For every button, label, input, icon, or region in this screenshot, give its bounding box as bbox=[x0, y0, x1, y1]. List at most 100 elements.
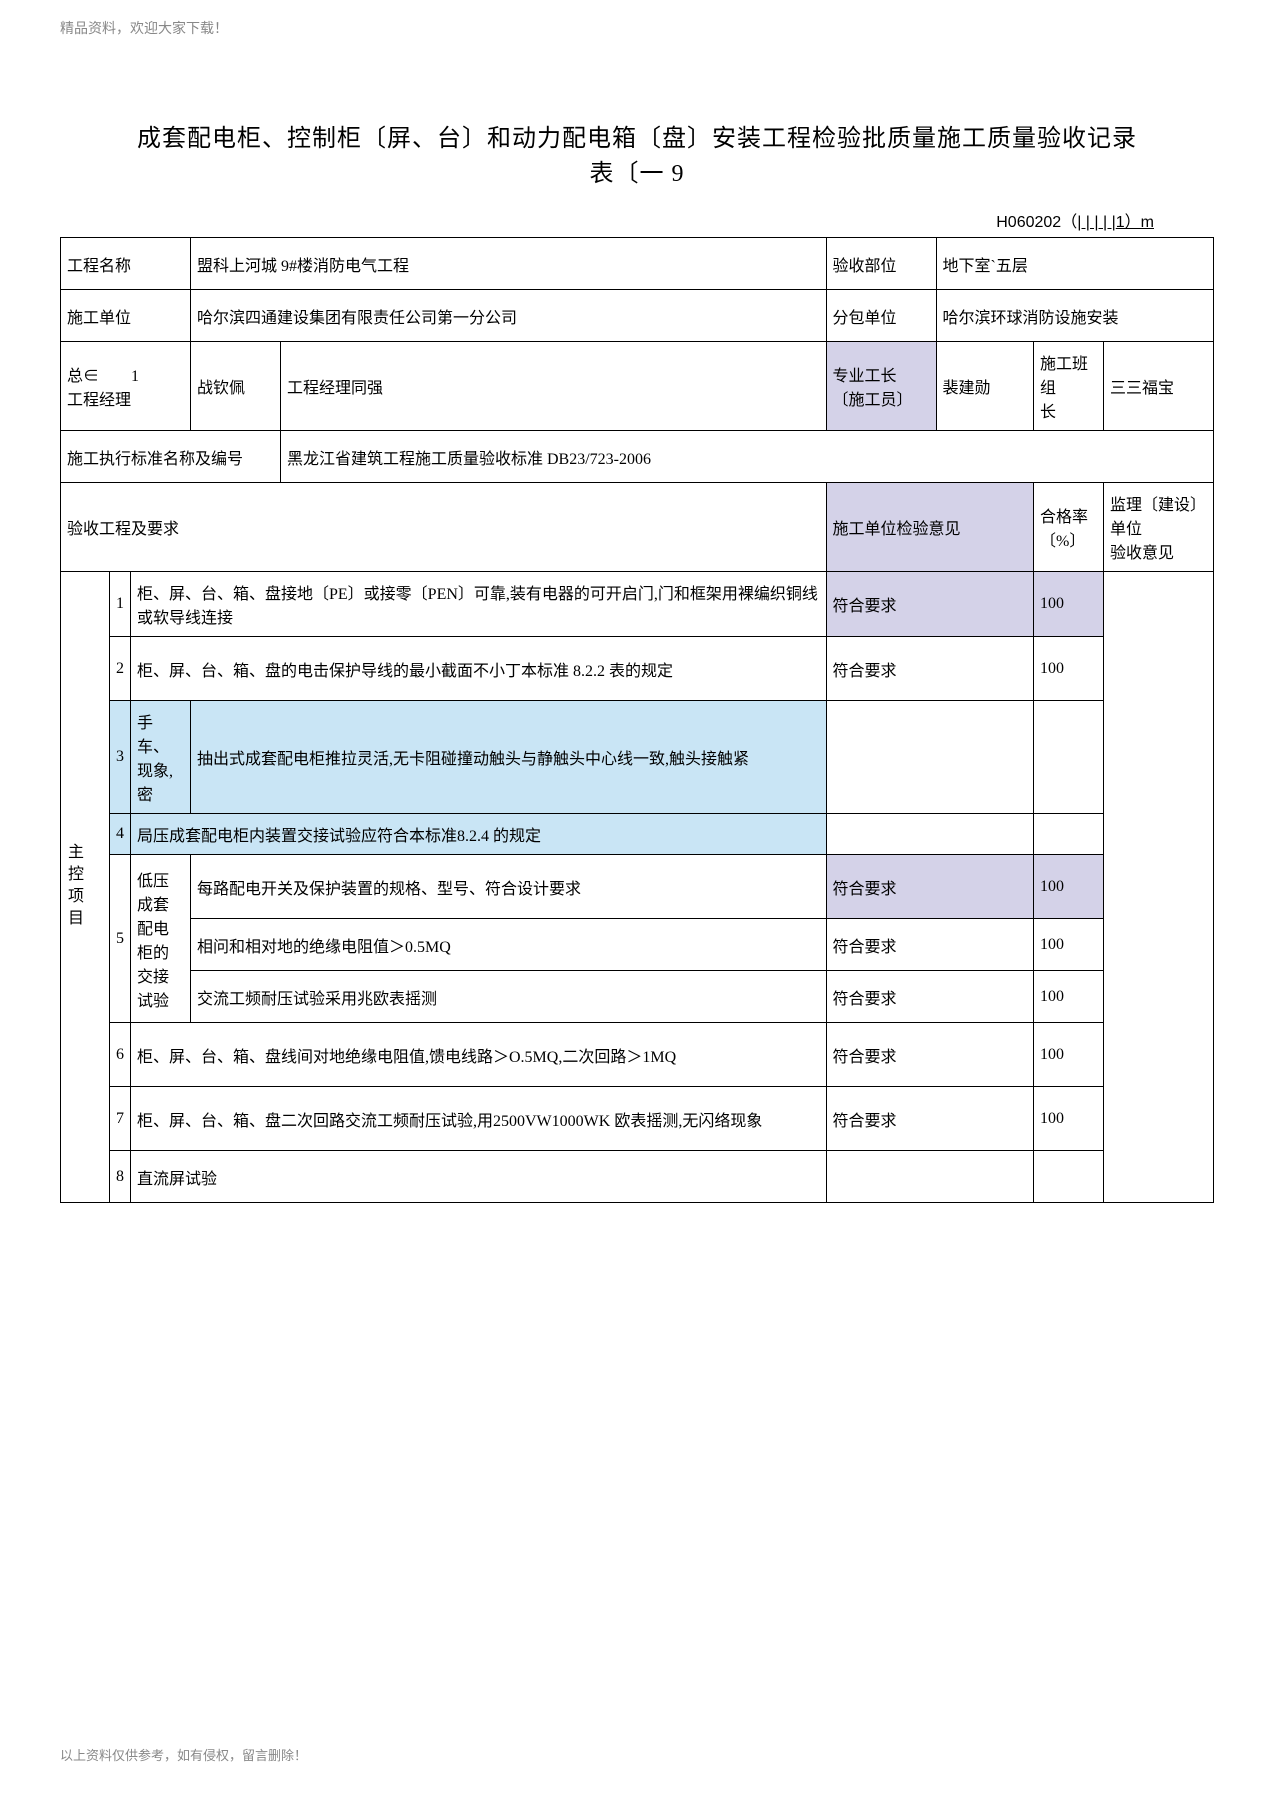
pass-rate-l2: 〔%〕 bbox=[1040, 533, 1085, 550]
row-rate: 100 bbox=[1033, 1023, 1103, 1087]
label-construction-unit: 施工单位 bbox=[61, 290, 191, 342]
inspection-table: 工程名称 盟科上河城 9#楼消防电气工程 验收部位 地下室`五层 施工单位 哈尔… bbox=[60, 237, 1214, 1203]
doc-code-bars: | | | | | bbox=[1077, 214, 1116, 231]
table-row: 交流工频耐压试验采用兆欧表摇测 符合要求 100 bbox=[61, 971, 1214, 1023]
row-num: 4 bbox=[110, 814, 131, 855]
table-row: 2 柜、屏、台、箱、盘的电击保护导线的最小截面不小丁本标准 8.2.2 表的规定… bbox=[61, 637, 1214, 701]
table-row: 总∈ 1 工程经理 战钦佩 工程经理同强 专业工长 〔施工员〕 裴建勋 施工班组… bbox=[61, 342, 1214, 431]
row-opinion: 符合要求 bbox=[826, 1087, 1033, 1151]
pro-foreman-l1: 专业工长 bbox=[833, 368, 897, 385]
label-pass-rate: 合格率 〔%〕 bbox=[1033, 483, 1103, 572]
row-num: 7 bbox=[110, 1087, 131, 1151]
row-rate: 100 bbox=[1033, 855, 1103, 919]
row-sub-desc: 相问和相对地的绝缘电阻值＞0.5MQ bbox=[191, 919, 827, 971]
label-standard: 施工执行标准名称及编号 bbox=[61, 431, 281, 483]
value-project-manager: 同强 bbox=[351, 380, 383, 397]
pass-rate-l1: 合格率 bbox=[1040, 509, 1088, 526]
table-row: 4 局压成套配电柜内装置交接试验应符合本标准8.2.4 的规定 bbox=[61, 814, 1214, 855]
value-chief-person: 战钦佩 bbox=[191, 342, 281, 431]
row-num: 3 bbox=[110, 701, 131, 814]
document-title: 成套配电柜、控制柜〔屏、台〕和动力配电箱〔盘〕安装工程检验批质量施工质量验收记录… bbox=[60, 118, 1214, 188]
label-subcontract-unit: 分包单位 bbox=[826, 290, 936, 342]
value-professional-foreman: 裴建勋 bbox=[936, 342, 1034, 431]
footer-note: 以上资料仅供参考，如有侵权，留言删除！ bbox=[0, 1745, 307, 1784]
label-main-control: 主控项目 bbox=[61, 572, 110, 1203]
row-desc: 柜、屏、台、箱、盘二次回路交流工频耐压试验,用2500VW1000WK 欧表摇测… bbox=[131, 1087, 827, 1151]
supervisor-l1: 监理〔建设〕单位 bbox=[1110, 497, 1206, 538]
row-opinion bbox=[826, 701, 1033, 814]
row-rate: 100 bbox=[1033, 919, 1103, 971]
table-row: 6 柜、屏、台、箱、盘线间对地绝缘电阻值,馈电线路＞O.5MQ,二次回路＞1MQ… bbox=[61, 1023, 1214, 1087]
value-project-name: 盟科上河城 9#楼消防电气工程 bbox=[191, 238, 827, 290]
value-standard: 黑龙江省建筑工程施工质量验收标准 DB23/723-2006 bbox=[281, 431, 1214, 483]
value-team-leader: 三三福宝 bbox=[1104, 342, 1214, 431]
document-code: H060202（| | | | |1）m bbox=[60, 208, 1154, 232]
title-line-2: 表〔一 9 bbox=[590, 161, 685, 187]
table-row: 施工单位 哈尔滨四通建设集团有限责任公司第一分公司 分包单位 哈尔滨环球消防设施… bbox=[61, 290, 1214, 342]
label-inspection-items: 验收工程及要求 bbox=[61, 483, 827, 572]
row-opinion: 符合要求 bbox=[826, 572, 1033, 637]
label-unit-opinion: 施工单位检验意见 bbox=[826, 483, 1033, 572]
page-container: 成套配电柜、控制柜〔屏、台〕和动力配电箱〔盘〕安装工程检验批质量施工质量验收记录… bbox=[0, 38, 1274, 1403]
main-control-text: 主控项目 bbox=[61, 843, 85, 931]
row-sub-desc: 每路配电开关及保护装置的规格、型号、符合设计要求 bbox=[191, 855, 827, 919]
doc-code-prefix: H060202（ bbox=[996, 214, 1077, 231]
value-subcontract-unit: 哈尔滨环球消防设施安装 bbox=[936, 290, 1214, 342]
row-opinion: 符合要求 bbox=[826, 855, 1033, 919]
row-num: 2 bbox=[110, 637, 131, 701]
chief-l2: 工程经理 bbox=[67, 392, 131, 409]
row-opinion: 符合要求 bbox=[826, 637, 1033, 701]
table-row: 7 柜、屏、台、箱、盘二次回路交流工频耐压试验,用2500VW1000WK 欧表… bbox=[61, 1087, 1214, 1151]
title-line-1: 成套配电柜、控制柜〔屏、台〕和动力配电箱〔盘〕安装工程检验批质量施工质量验收记录 bbox=[137, 126, 1137, 152]
team-leader-l1: 施工班组 bbox=[1040, 356, 1088, 397]
chief-l1: 总∈ 1 bbox=[67, 368, 139, 385]
row-rate bbox=[1033, 701, 1103, 814]
row-opinion: 符合要求 bbox=[826, 971, 1033, 1023]
table-row: 8 直流屏试验 bbox=[61, 1151, 1214, 1203]
row-desc: 柜、屏、台、箱、盘接地〔PE〕或接零〔PEN〕可靠,装有电器的可开启门,门和框架… bbox=[131, 572, 827, 637]
label-project-name: 工程名称 bbox=[61, 238, 191, 290]
row-sub-label: 手车、现象,密 bbox=[131, 701, 191, 814]
value-construction-unit: 哈尔滨四通建设集团有限责任公司第一分公司 bbox=[191, 290, 827, 342]
supervisor-opinion-cell bbox=[1104, 572, 1214, 1203]
row-desc: 柜、屏、台、箱、盘线间对地绝缘电阻值,馈电线路＞O.5MQ,二次回路＞1MQ bbox=[131, 1023, 827, 1087]
label-project-manager: 工程经理 bbox=[287, 380, 351, 397]
row-opinion bbox=[826, 814, 1033, 855]
row-num: 6 bbox=[110, 1023, 131, 1087]
row-rate bbox=[1033, 814, 1103, 855]
label-acceptance-part: 验收部位 bbox=[826, 238, 936, 290]
row-opinion: 符合要求 bbox=[826, 1023, 1033, 1087]
value-acceptance-part: 地下室`五层 bbox=[936, 238, 1214, 290]
row-num: 5 bbox=[110, 855, 131, 1023]
row-rate: 100 bbox=[1033, 572, 1103, 637]
row-desc: 局压成套配电柜内装置交接试验应符合本标准8.2.4 的规定 bbox=[131, 814, 827, 855]
supervisor-l2: 验收意见 bbox=[1110, 545, 1174, 562]
header-note: 精品资料，欢迎大家下载！ bbox=[0, 0, 1274, 38]
table-row: 验收工程及要求 施工单位检验意见 合格率 〔%〕 监理〔建设〕单位 验收意见 bbox=[61, 483, 1214, 572]
doc-code-suffix: 1）m bbox=[1116, 214, 1154, 231]
row-num: 8 bbox=[110, 1151, 131, 1203]
row-rate bbox=[1033, 1151, 1103, 1203]
cell-project-manager: 工程经理同强 bbox=[281, 342, 827, 431]
row-sub-desc: 交流工频耐压试验采用兆欧表摇测 bbox=[191, 971, 827, 1023]
label-supervisor: 监理〔建设〕单位 验收意见 bbox=[1104, 483, 1214, 572]
row-opinion bbox=[826, 1151, 1033, 1203]
row-rate: 100 bbox=[1033, 971, 1103, 1023]
table-row: 5 低压成套配电柜的交接试验 每路配电开关及保护装置的规格、型号、符合设计要求 … bbox=[61, 855, 1214, 919]
pro-foreman-l2: 〔施工员〕 bbox=[833, 392, 913, 409]
table-row: 工程名称 盟科上河城 9#楼消防电气工程 验收部位 地下室`五层 bbox=[61, 238, 1214, 290]
label-team-leader: 施工班组 长 bbox=[1034, 342, 1104, 431]
table-row: 主控项目 1 柜、屏、台、箱、盘接地〔PE〕或接零〔PEN〕可靠,装有电器的可开… bbox=[61, 572, 1214, 637]
row-desc: 直流屏试验 bbox=[131, 1151, 827, 1203]
label-chief: 总∈ 1 工程经理 bbox=[61, 342, 191, 431]
table-row: 3 手车、现象,密 抽出式成套配电柜推拉灵活,无卡阻碰撞动触头与静触头中心线一致… bbox=[61, 701, 1214, 814]
row-rate: 100 bbox=[1033, 637, 1103, 701]
row-sub-label: 低压成套配电柜的交接试验 bbox=[131, 855, 191, 1023]
row-desc: 柜、屏、台、箱、盘的电击保护导线的最小截面不小丁本标准 8.2.2 表的规定 bbox=[131, 637, 827, 701]
team-leader-l2: 长 bbox=[1040, 404, 1056, 421]
row-num: 1 bbox=[110, 572, 131, 637]
table-row: 相问和相对地的绝缘电阻值＞0.5MQ 符合要求 100 bbox=[61, 919, 1214, 971]
label-professional-foreman: 专业工长 〔施工员〕 bbox=[826, 342, 936, 431]
row-opinion: 符合要求 bbox=[826, 919, 1033, 971]
row-rate: 100 bbox=[1033, 1087, 1103, 1151]
